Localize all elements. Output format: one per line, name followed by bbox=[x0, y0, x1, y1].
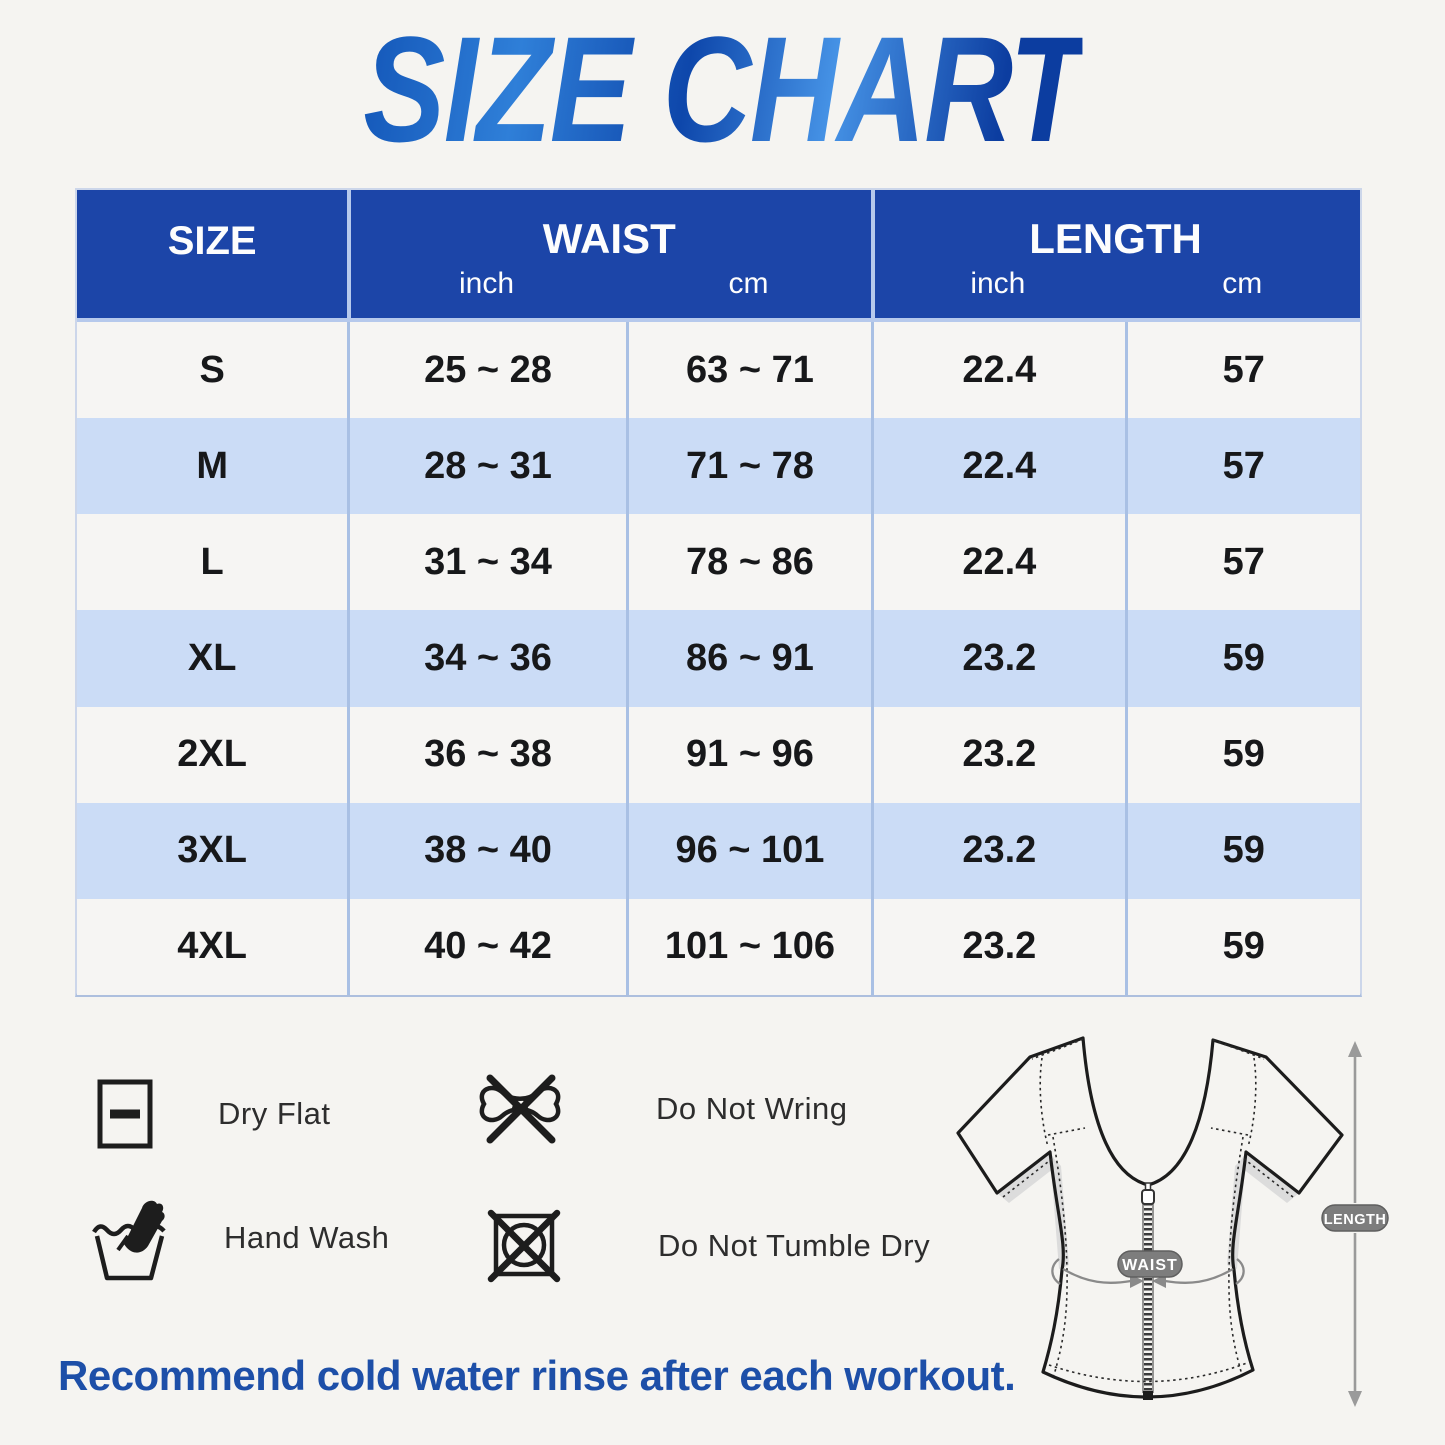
care-label: Hand Wash bbox=[224, 1220, 390, 1255]
do-not-wring-icon bbox=[479, 1074, 561, 1144]
cell-size: XL bbox=[187, 636, 237, 679]
cell-length-in: 22.4 bbox=[871, 322, 1124, 419]
care-label: Do Not Wring bbox=[656, 1091, 848, 1126]
page-title: SIZE CHART bbox=[362, 5, 1084, 173]
cell-size: L bbox=[200, 540, 224, 583]
waist-label: WAIST bbox=[1122, 1257, 1178, 1274]
cell-waist-cm: 78 ~ 86 bbox=[625, 514, 871, 611]
cell-size: M bbox=[196, 444, 228, 487]
cell-length-cm: 57 bbox=[1124, 514, 1360, 611]
header-length-cm: cm bbox=[1222, 266, 1263, 300]
cell-waist-in: 36 ~ 38 bbox=[347, 706, 625, 803]
header-length-inch: inch bbox=[970, 266, 1026, 300]
care-item-do-not-tumble-dry: Do Not Tumble Dry bbox=[486, 1206, 930, 1286]
do-not-tumble-dry-icon bbox=[487, 1209, 561, 1283]
cell-waist-in: 28 ~ 31 bbox=[347, 418, 625, 515]
cell-waist-in: 38 ~ 40 bbox=[347, 802, 625, 899]
cell-size: 4XL bbox=[177, 925, 247, 968]
garment-outline bbox=[956, 1036, 1344, 1399]
table-row-l: L 31 ~ 34 78 ~ 86 22.4 57 bbox=[77, 514, 1360, 611]
waist-pill: WAIST bbox=[1117, 1250, 1183, 1278]
table-row-2xl: 2XL 36 ~ 38 91 ~ 96 23.2 59 bbox=[77, 706, 1360, 803]
cell-waist-cm: 101 ~ 106 bbox=[625, 898, 871, 995]
cell-length-in: 22.4 bbox=[871, 514, 1124, 611]
zipper bbox=[1141, 1182, 1155, 1400]
size-table: SIZE WAIST LENGTH inch cm inch cm S 25 ~… bbox=[75, 188, 1362, 997]
care-item-do-not-wring: Do Not Wring bbox=[472, 1070, 848, 1148]
cell-waist-in: 25 ~ 28 bbox=[347, 322, 625, 419]
garment-diagram: WAIST LENGTH bbox=[956, 1036, 1389, 1407]
care-label: Dry Flat bbox=[218, 1096, 331, 1131]
header-waist: WAIST bbox=[542, 214, 676, 262]
header-length: LENGTH bbox=[1029, 214, 1202, 262]
cell-waist-cm: 96 ~ 101 bbox=[625, 802, 871, 899]
table-row-s: S 25 ~ 28 63 ~ 71 22.4 57 bbox=[77, 322, 1360, 419]
header-size: SIZE bbox=[167, 219, 257, 264]
table-row-xl: XL 34 ~ 36 86 ~ 91 23.2 59 bbox=[77, 610, 1360, 707]
cell-length-in: 23.2 bbox=[871, 802, 1124, 899]
care-item-hand-wash: Hand Wash bbox=[88, 1192, 389, 1284]
table-header: SIZE WAIST LENGTH inch cm inch cm bbox=[77, 190, 1360, 322]
cell-size: S bbox=[199, 348, 225, 391]
cell-waist-in: 34 ~ 36 bbox=[347, 610, 625, 707]
waist-annotation bbox=[1051, 1258, 1245, 1288]
cell-waist-cm: 86 ~ 91 bbox=[625, 610, 871, 707]
table-row-3xl: 3XL 38 ~ 40 96 ~ 101 23.2 59 bbox=[77, 802, 1360, 899]
hand-wash-icon bbox=[92, 1200, 166, 1281]
care-label: Do Not Tumble Dry bbox=[658, 1228, 931, 1263]
cell-length-in: 23.2 bbox=[871, 610, 1124, 707]
header-divider bbox=[347, 190, 352, 318]
header-waist-inch: inch bbox=[458, 266, 515, 300]
cell-waist-cm: 71 ~ 78 bbox=[625, 418, 871, 515]
cell-waist-cm: 63 ~ 71 bbox=[625, 322, 871, 419]
length-annotation: LENGTH bbox=[1321, 1041, 1389, 1407]
header-waist-cm: cm bbox=[728, 266, 769, 300]
footer-note: Recommend cold water rinse after each wo… bbox=[58, 1352, 1016, 1399]
cell-length-cm: 57 bbox=[1124, 418, 1360, 515]
dry-flat-icon bbox=[97, 1079, 153, 1149]
cell-length-in: 22.4 bbox=[871, 418, 1124, 515]
cell-size: 2XL bbox=[177, 733, 247, 776]
cell-length-in: 23.2 bbox=[871, 898, 1124, 995]
care-item-dry-flat: Dry Flat bbox=[96, 1078, 331, 1150]
cell-waist-in: 31 ~ 34 bbox=[347, 514, 625, 611]
table-row-m: M 28 ~ 31 71 ~ 78 22.4 57 bbox=[77, 418, 1360, 515]
table-body: S 25 ~ 28 63 ~ 71 22.4 57 M 28 ~ 31 71 ~… bbox=[77, 322, 1360, 995]
cell-length-cm: 59 bbox=[1124, 706, 1360, 803]
header-divider bbox=[871, 190, 876, 318]
cell-waist-cm: 91 ~ 96 bbox=[625, 706, 871, 803]
cell-length-in: 23.2 bbox=[871, 706, 1124, 803]
length-label: LENGTH bbox=[1324, 1212, 1387, 1228]
cell-length-cm: 59 bbox=[1124, 610, 1360, 707]
table-row-4xl: 4XL 40 ~ 42 101 ~ 106 23.2 59 bbox=[77, 898, 1360, 995]
cell-waist-in: 40 ~ 42 bbox=[347, 898, 625, 995]
cell-size: 3XL bbox=[177, 829, 247, 872]
cell-length-cm: 59 bbox=[1124, 898, 1360, 995]
cell-length-cm: 57 bbox=[1124, 322, 1360, 419]
cell-length-cm: 59 bbox=[1124, 802, 1360, 899]
